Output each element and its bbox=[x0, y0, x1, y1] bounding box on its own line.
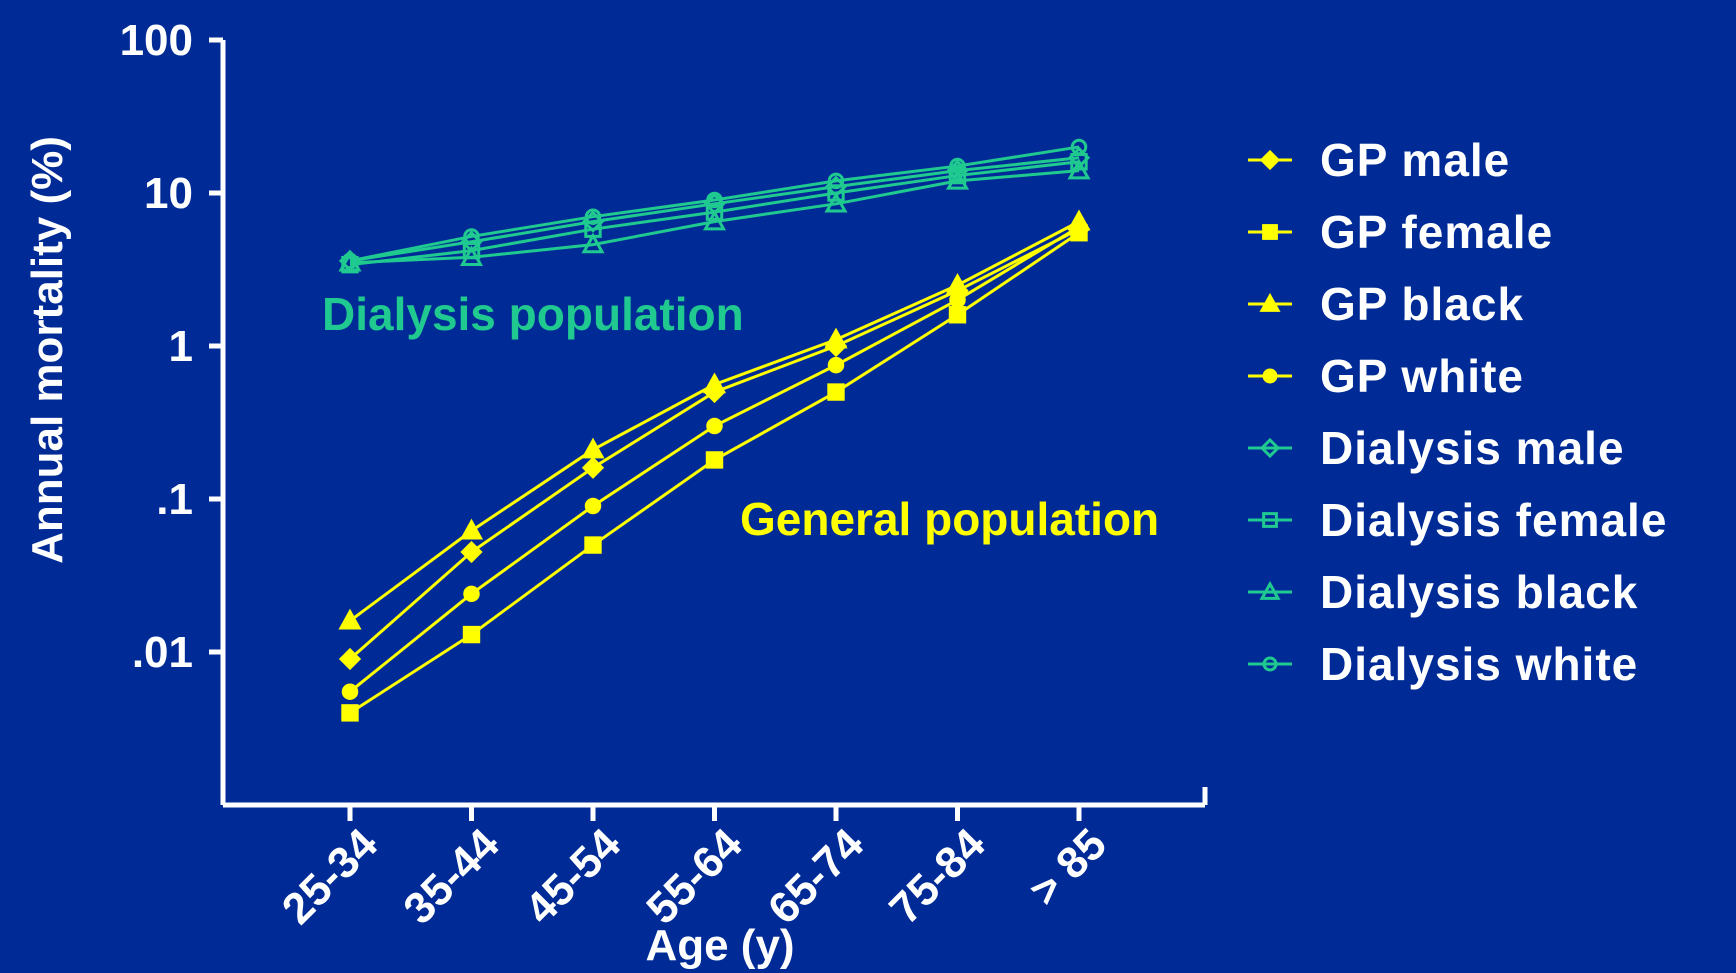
data-point bbox=[950, 308, 964, 322]
data-point bbox=[829, 358, 843, 372]
legend-label: GP white bbox=[1320, 350, 1524, 402]
x-tick-label: 35-44 bbox=[394, 819, 509, 934]
data-point bbox=[343, 685, 357, 699]
y-tick-label: 100 bbox=[120, 16, 193, 65]
x-tick-label: 75-84 bbox=[880, 819, 995, 934]
data-point bbox=[464, 627, 478, 641]
data-point bbox=[586, 538, 600, 552]
legend-label: GP female bbox=[1320, 206, 1553, 258]
data-point bbox=[829, 385, 843, 399]
legend-label: Dialysis male bbox=[1320, 422, 1625, 474]
legend-marker bbox=[1264, 370, 1276, 382]
y-tick-label: 10 bbox=[144, 169, 193, 218]
x-tick-label: 25-34 bbox=[273, 819, 388, 934]
annotation-label: Dialysis population bbox=[322, 288, 744, 340]
x-tick-label: > 85 bbox=[1020, 819, 1116, 915]
y-tick-label: .1 bbox=[156, 475, 193, 524]
data-point bbox=[827, 331, 845, 347]
data-point bbox=[951, 293, 965, 307]
x-tick-label: 45-54 bbox=[516, 819, 631, 934]
data-point bbox=[707, 453, 721, 467]
annotation-label: General population bbox=[740, 493, 1159, 545]
data-point bbox=[949, 276, 967, 292]
data-point bbox=[341, 612, 359, 628]
data-point bbox=[586, 499, 600, 512]
legend-label: Dialysis black bbox=[1320, 566, 1638, 618]
data-point bbox=[708, 419, 722, 433]
y-tick-label: .01 bbox=[132, 628, 193, 677]
x-tick-label: 65-74 bbox=[759, 819, 874, 934]
data-point bbox=[463, 522, 481, 538]
legend-marker bbox=[1264, 226, 1277, 239]
data-point bbox=[584, 459, 602, 477]
legend-marker bbox=[1262, 296, 1278, 310]
x-tick-label: 55-64 bbox=[637, 819, 752, 934]
data-point bbox=[343, 706, 357, 720]
y-tick-label: 1 bbox=[169, 322, 193, 371]
legend-label: GP black bbox=[1320, 278, 1524, 330]
data-point bbox=[1072, 220, 1086, 234]
data-point bbox=[465, 587, 479, 601]
x-axis-title: Age (y) bbox=[645, 921, 794, 970]
y-axis-title: Annual mortality (%) bbox=[23, 136, 72, 564]
legend-label: Dialysis white bbox=[1320, 638, 1638, 690]
legend-label: GP male bbox=[1320, 134, 1510, 186]
series-line-6 bbox=[350, 171, 1079, 263]
legend-label: Dialysis female bbox=[1320, 494, 1667, 546]
data-point bbox=[584, 441, 602, 457]
legend-marker bbox=[1262, 152, 1278, 168]
